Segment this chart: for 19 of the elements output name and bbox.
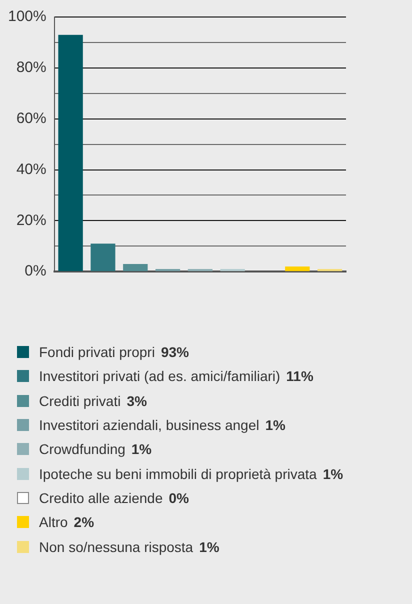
- bar: [58, 34, 83, 272]
- legend-label: Fondi privati propri 93%: [39, 344, 189, 360]
- bar: [123, 264, 148, 272]
- y-tick-label: 0%: [24, 262, 46, 280]
- y-tick-label: 20%: [16, 212, 46, 229]
- legend-label: Investitori privati (ad es. amici/familiari) 11%: [39, 368, 314, 384]
- bar: [90, 244, 116, 272]
- legend-label: Altro 2%: [39, 514, 94, 530]
- y-tick-label: 40%: [16, 160, 46, 178]
- legend-label: Crowdfunding 1%: [39, 441, 152, 458]
- legend-label: Investitori aziendali, business angel 1%: [39, 417, 286, 434]
- y-tick-label: 100%: [8, 8, 46, 26]
- bar: [285, 266, 310, 272]
- legend-label: Crediti privati 3%: [39, 392, 147, 409]
- legend-label: Non so/nessuna risposta 1%: [39, 538, 220, 555]
- y-tick-label: 60%: [16, 110, 46, 127]
- legend-label: Ipoteche su beni immobili di proprietà privata 1%: [39, 466, 344, 482]
- legend-label: Credito alle aziende 0%: [39, 490, 189, 506]
- y-tick-label: 80%: [16, 59, 46, 76]
